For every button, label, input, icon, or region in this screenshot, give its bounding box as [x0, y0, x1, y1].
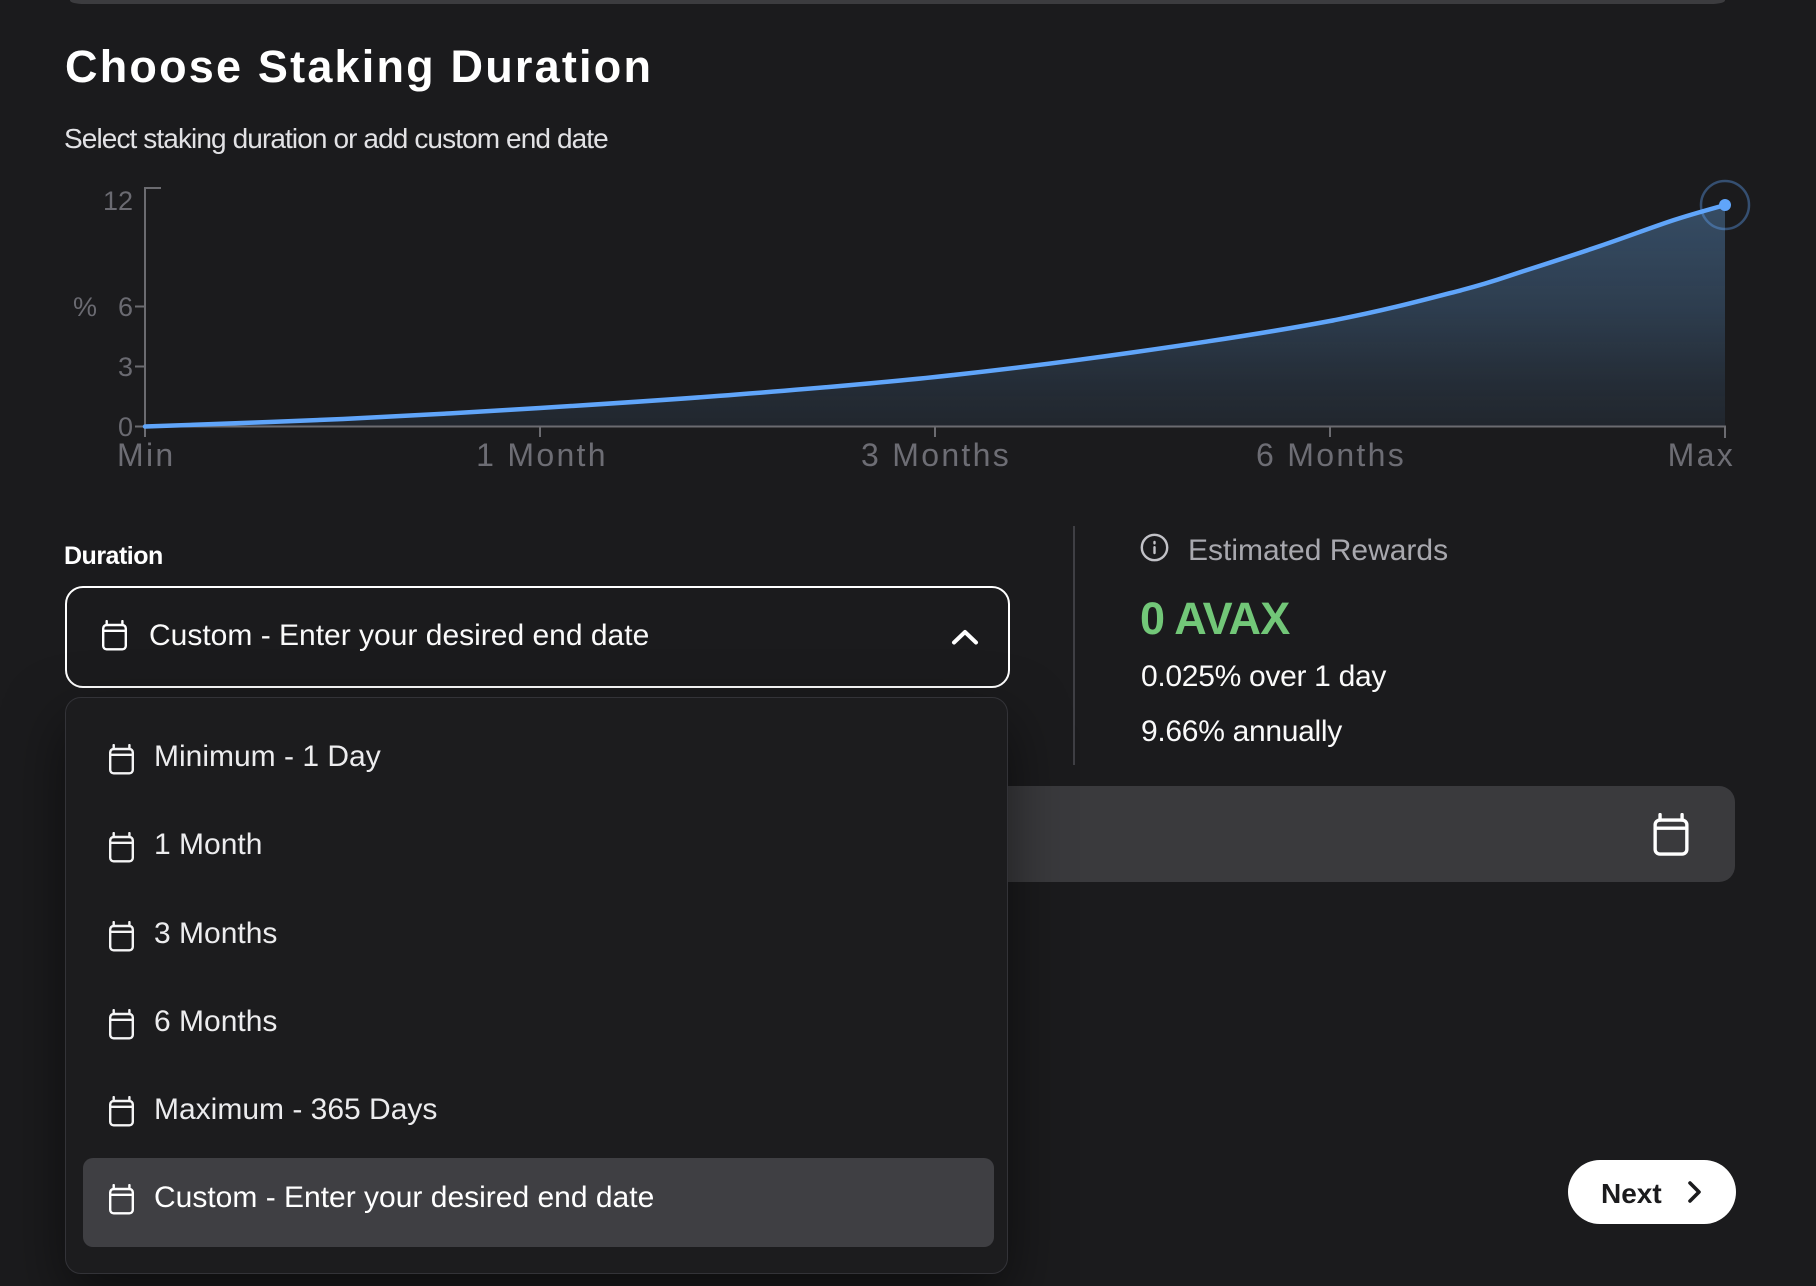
svg-text:Min: Min: [117, 437, 175, 473]
svg-text:0: 0: [118, 412, 133, 442]
svg-text:1 Month: 1 Month: [476, 437, 608, 473]
svg-text:3: 3: [118, 352, 133, 382]
svg-text:Max: Max: [1668, 437, 1735, 473]
svg-text:6: 6: [118, 292, 133, 322]
svg-text:3 Months: 3 Months: [861, 437, 1011, 473]
svg-text:6 Months: 6 Months: [1256, 437, 1406, 473]
svg-text:%: %: [73, 292, 97, 322]
svg-text:12: 12: [103, 186, 133, 216]
